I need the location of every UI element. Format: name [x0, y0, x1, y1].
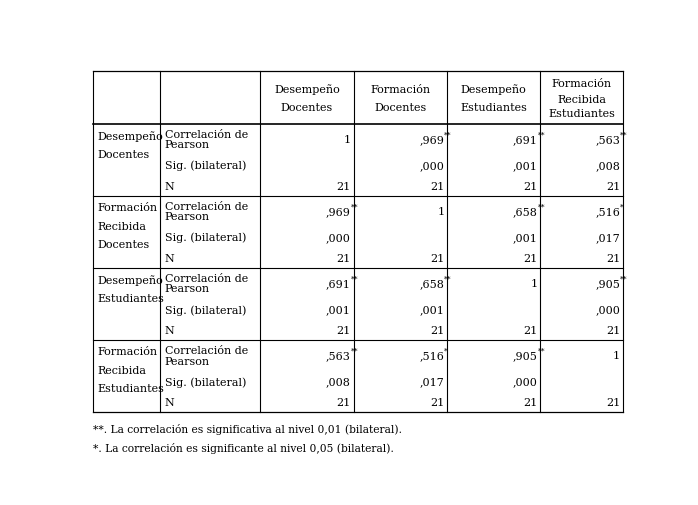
Text: Correlación de: Correlación de — [165, 202, 248, 212]
Text: Desempeño: Desempeño — [461, 84, 526, 95]
Text: Recibida: Recibida — [557, 94, 606, 105]
Text: Pearson: Pearson — [165, 140, 209, 150]
Text: 21: 21 — [606, 182, 620, 191]
Text: **: ** — [537, 203, 545, 211]
Text: 1: 1 — [530, 279, 537, 289]
Text: Formación: Formación — [551, 79, 611, 89]
Text: **: ** — [351, 275, 359, 283]
Text: Recibida: Recibida — [97, 365, 146, 375]
Text: Estudiantes: Estudiantes — [97, 293, 164, 303]
Text: *. La correlación es significante al nivel 0,05 (bilateral).: *. La correlación es significante al niv… — [93, 442, 394, 453]
Text: **: ** — [537, 347, 545, 355]
Text: ,000: ,000 — [513, 377, 537, 387]
Text: ,691: ,691 — [513, 135, 537, 145]
Text: Docentes: Docentes — [97, 240, 149, 250]
Text: 21: 21 — [336, 397, 351, 408]
Text: ,516: ,516 — [595, 207, 620, 217]
Text: 21: 21 — [606, 325, 620, 335]
Text: 1: 1 — [437, 207, 445, 217]
Text: N: N — [165, 254, 174, 264]
Text: 21: 21 — [606, 397, 620, 408]
Text: ,008: ,008 — [595, 161, 620, 171]
Text: ,001: ,001 — [513, 161, 537, 171]
Text: ,000: ,000 — [595, 305, 620, 315]
Text: ,516: ,516 — [419, 351, 445, 361]
Text: Sig. (bilateral): Sig. (bilateral) — [165, 232, 246, 243]
Text: Formación: Formación — [97, 203, 157, 213]
Text: 21: 21 — [336, 325, 351, 335]
Text: ,563: ,563 — [595, 135, 620, 145]
Text: Correlación de: Correlación de — [165, 274, 248, 284]
Text: Formación: Formación — [97, 346, 157, 357]
Text: ,969: ,969 — [419, 135, 445, 145]
Text: Desempeño: Desempeño — [97, 275, 163, 285]
Text: **: ** — [620, 131, 628, 139]
Text: 21: 21 — [524, 397, 537, 408]
Text: 21: 21 — [430, 325, 445, 335]
Text: ,905: ,905 — [513, 351, 537, 361]
Text: ,017: ,017 — [419, 377, 445, 387]
Text: ,000: ,000 — [419, 161, 445, 171]
Text: ,905: ,905 — [595, 279, 620, 289]
Text: ,969: ,969 — [326, 207, 351, 217]
Text: 21: 21 — [430, 254, 445, 264]
Text: **: ** — [537, 131, 545, 139]
Text: Desempeño: Desempeño — [274, 84, 340, 95]
Text: **: ** — [351, 347, 359, 355]
Text: Sig. (bilateral): Sig. (bilateral) — [165, 305, 246, 315]
Text: Correlación de: Correlación de — [165, 130, 248, 140]
Text: N: N — [165, 182, 174, 191]
Text: **: ** — [620, 275, 628, 283]
Text: 1: 1 — [344, 135, 351, 145]
Text: 21: 21 — [524, 325, 537, 335]
Text: Pearson: Pearson — [165, 356, 209, 366]
Text: 21: 21 — [430, 397, 445, 408]
Text: ,563: ,563 — [326, 351, 351, 361]
Text: 21: 21 — [606, 254, 620, 264]
Text: **: ** — [445, 275, 452, 283]
Text: Pearson: Pearson — [165, 212, 209, 222]
Text: ,658: ,658 — [419, 279, 445, 289]
Text: ,001: ,001 — [419, 305, 445, 315]
Text: 21: 21 — [524, 182, 537, 191]
Text: Estudiantes: Estudiantes — [460, 103, 527, 113]
Text: 21: 21 — [336, 254, 351, 264]
Text: ,658: ,658 — [513, 207, 537, 217]
Text: Docentes: Docentes — [374, 103, 426, 113]
Text: 21: 21 — [430, 182, 445, 191]
Text: 1: 1 — [613, 351, 620, 361]
Text: Recibida: Recibida — [97, 221, 146, 231]
Text: ,691: ,691 — [326, 279, 351, 289]
Text: **: ** — [351, 203, 359, 211]
Text: 21: 21 — [524, 254, 537, 264]
Text: **. La correlación es significativa al nivel 0,01 (bilateral).: **. La correlación es significativa al n… — [93, 423, 401, 434]
Text: 21: 21 — [336, 182, 351, 191]
Text: ,001: ,001 — [326, 305, 351, 315]
Text: Pearson: Pearson — [165, 284, 209, 294]
Text: Estudiantes: Estudiantes — [97, 384, 164, 394]
Text: ,000: ,000 — [326, 233, 351, 243]
Text: Sig. (bilateral): Sig. (bilateral) — [165, 376, 246, 387]
Text: N: N — [165, 325, 174, 335]
Text: Docentes: Docentes — [97, 149, 149, 159]
Text: ,008: ,008 — [326, 377, 351, 387]
Text: Correlación de: Correlación de — [165, 346, 248, 356]
Text: *: * — [445, 347, 448, 355]
Text: Desempeño: Desempeño — [97, 131, 163, 141]
Text: *: * — [620, 203, 624, 211]
Text: Docentes: Docentes — [281, 103, 333, 113]
Text: ,001: ,001 — [513, 233, 537, 243]
Text: Formación: Formación — [370, 85, 431, 94]
Text: ,017: ,017 — [595, 233, 620, 243]
Text: **: ** — [445, 131, 452, 139]
Text: Sig. (bilateral): Sig. (bilateral) — [165, 161, 246, 171]
Text: Estudiantes: Estudiantes — [548, 109, 615, 119]
Text: N: N — [165, 397, 174, 408]
